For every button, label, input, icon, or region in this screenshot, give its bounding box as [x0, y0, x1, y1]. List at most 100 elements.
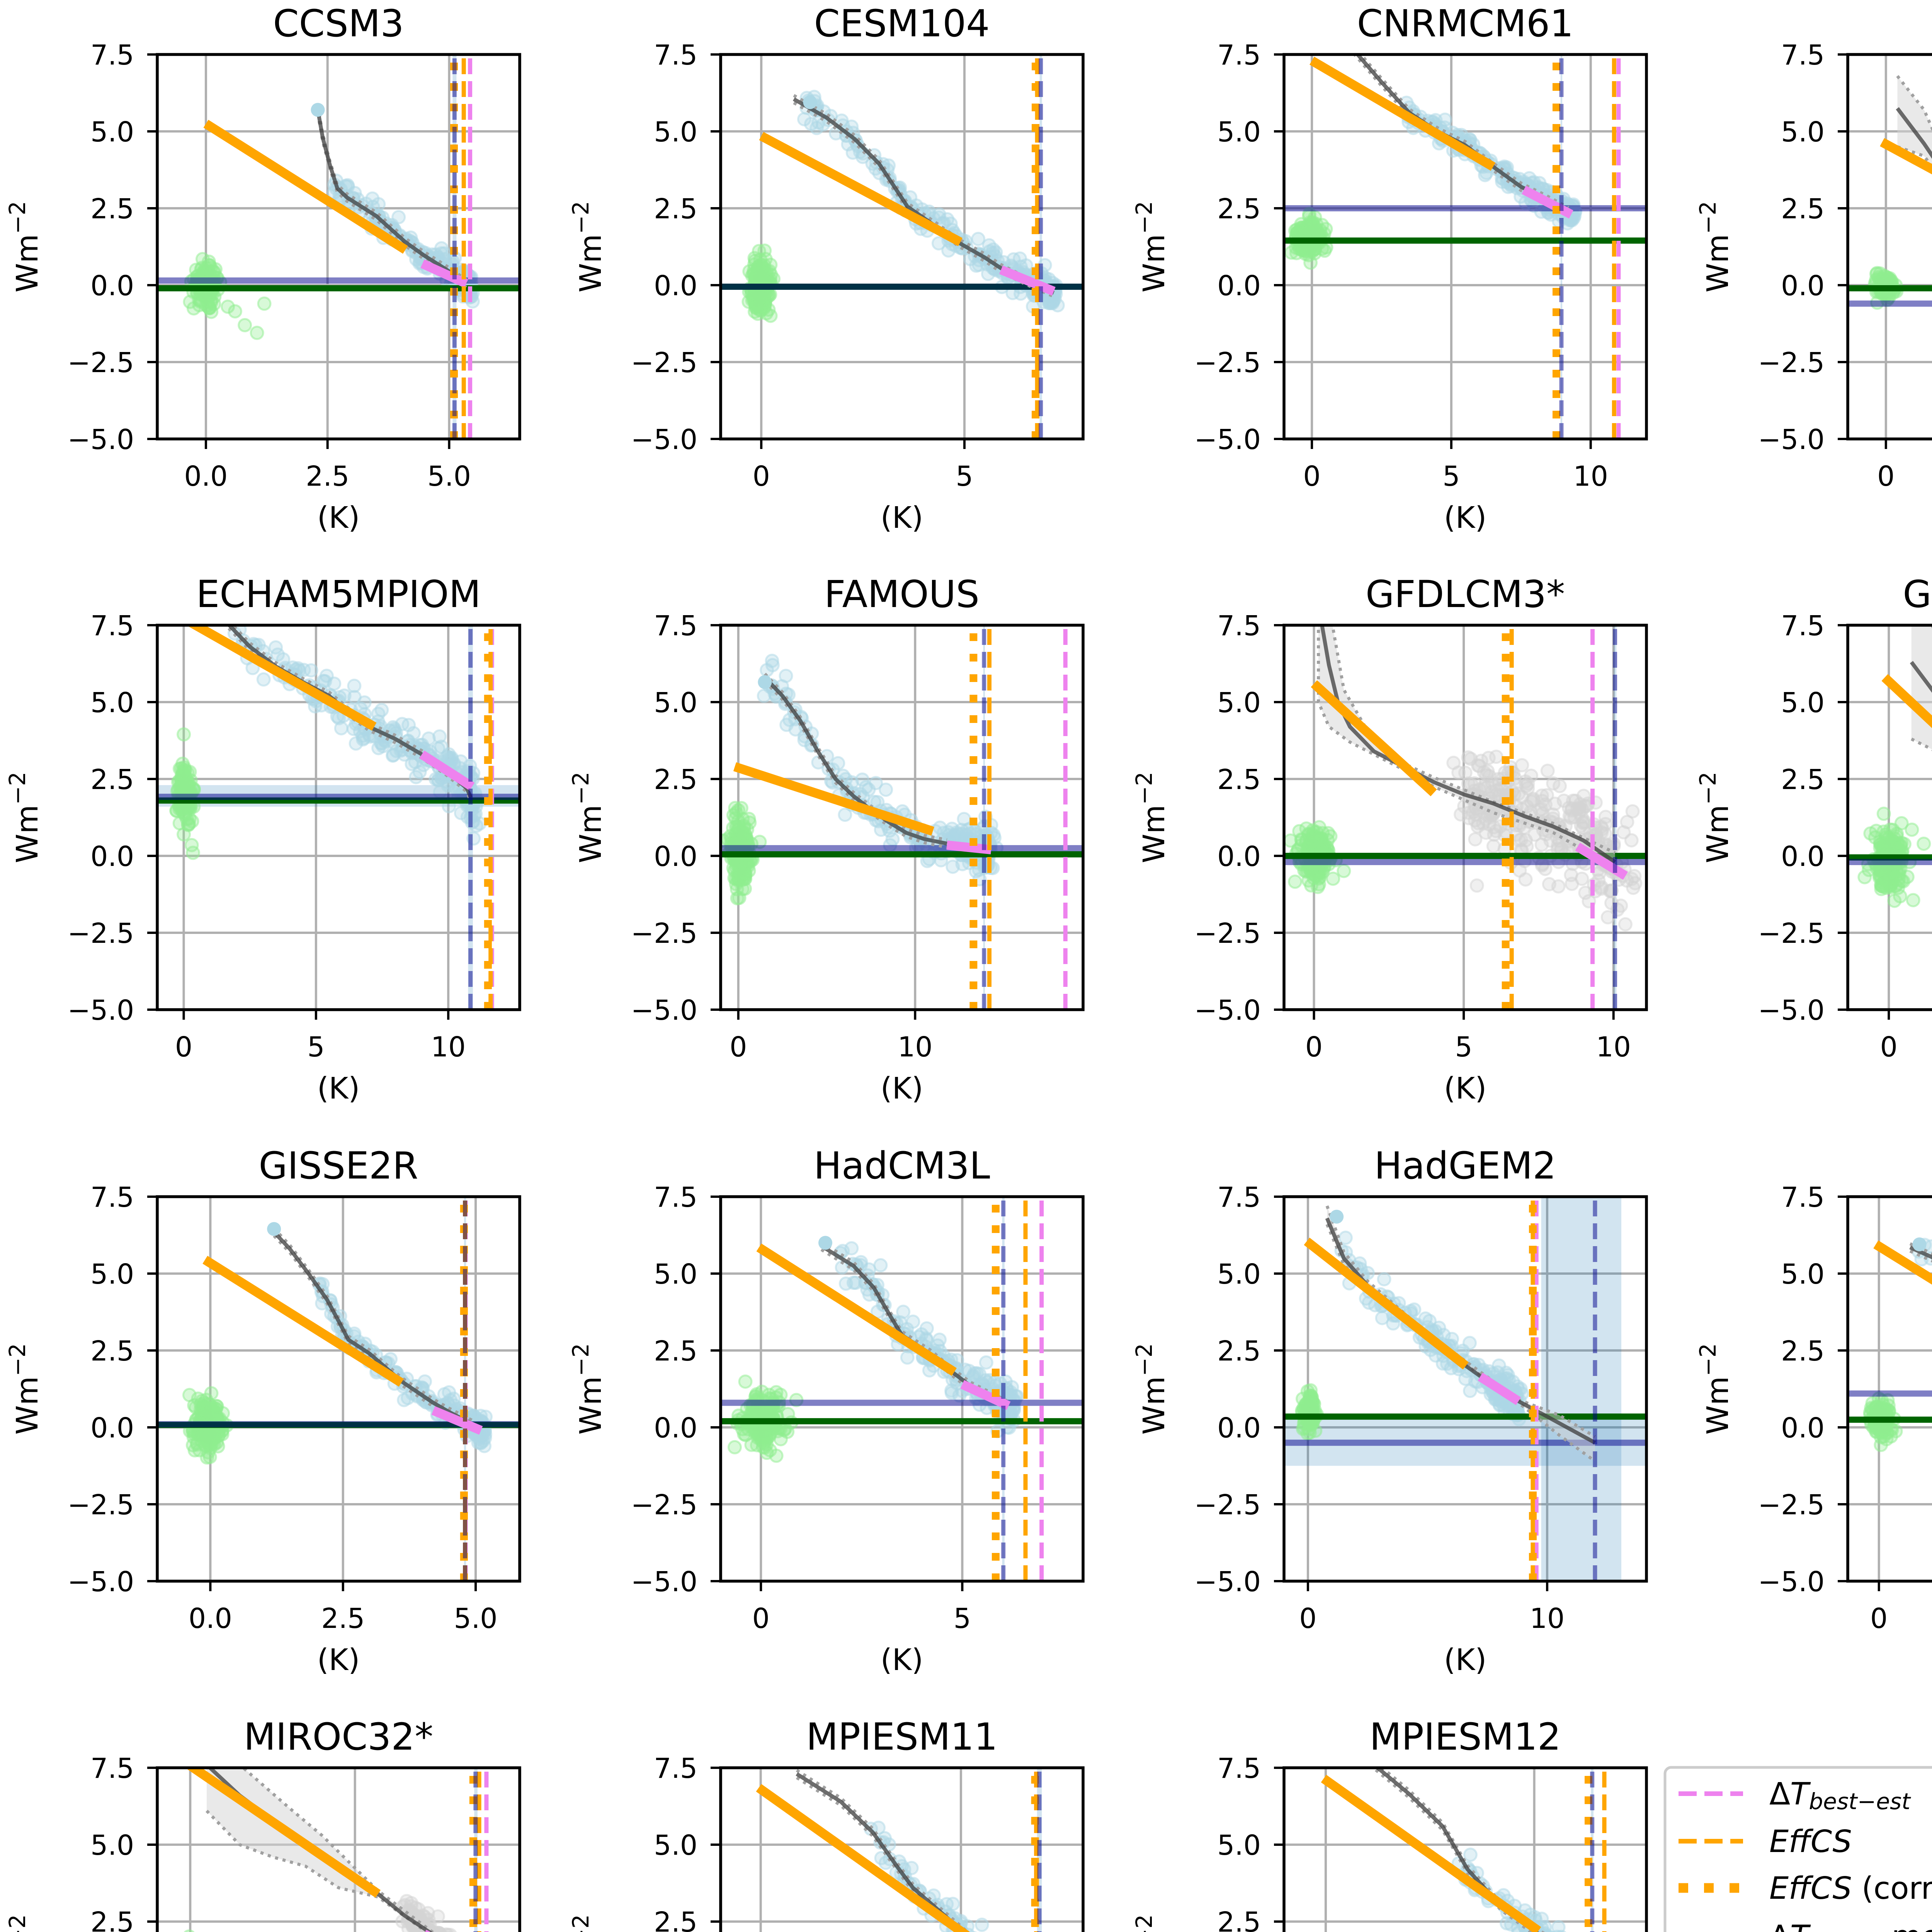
pictrl-point: [201, 265, 215, 279]
y-tick-label: 7.5: [654, 39, 697, 71]
y-tick-label: −2.5: [1194, 347, 1261, 379]
pictrl-point: [198, 1425, 213, 1440]
scaled4x-point: [1539, 788, 1554, 803]
y-axis-label-exponent: −2: [1131, 772, 1157, 805]
x-tick-label: 5: [307, 1031, 325, 1063]
pictrl-point: [1874, 878, 1889, 893]
pictrl-point: [176, 767, 191, 782]
y-tick-label: 0.0: [1781, 270, 1825, 302]
abrupt4x-point: [859, 780, 873, 794]
effcs-fit-line: [203, 119, 408, 254]
y-tick-label: −5.0: [1758, 423, 1825, 456]
x-tick-label: 10: [1573, 460, 1608, 492]
curve-band-upper-edge: [1896, 75, 1932, 132]
y-axis-label: Wm−2: [4, 772, 45, 863]
abrupt4x-point: [1497, 1371, 1511, 1386]
y-tick-label: 5.0: [90, 116, 134, 148]
panel-grid: 0.0 2.5 5.0−5.0−2.50.02.55.07.5CCSM3(K)Wm−…: [4, 2, 1932, 1932]
first-year-point: [267, 1222, 281, 1236]
y-tick-label: 5.0: [1217, 687, 1261, 719]
y-axis-label-unit: Wm: [10, 805, 45, 863]
pictrl-point: [1905, 822, 1919, 837]
y-tick-label: 0.0: [1217, 840, 1261, 872]
scaled4x-point: [1627, 869, 1642, 883]
y-axis-label-exponent: −2: [4, 201, 31, 234]
curve-band-upper-edge: [1325, 1205, 1596, 1438]
plot-area: [1284, 1197, 1646, 1581]
pictrl-point: [1326, 871, 1340, 886]
effcs-fit-line: [1311, 680, 1437, 796]
pictrl-point: [1306, 864, 1321, 878]
x-tick-label: 0: [1303, 460, 1321, 492]
scaled4x-point: [1520, 776, 1535, 791]
y-axis-label-unit: Wm: [1701, 234, 1735, 293]
pictrl-point: [182, 1388, 197, 1402]
abrupt4x-point: [988, 245, 1003, 260]
panel-famous: 0 10 −5.0 −2.5 0.0 2.5 5.0 7.5 FAMOUS (K) Wm−2: [568, 573, 1085, 1106]
effcs-fit-line: [186, 625, 377, 731]
y-axis-label: Wm−2: [1695, 201, 1735, 293]
y-tick-label: 0.0: [1781, 840, 1825, 872]
first-year-point: [818, 1236, 832, 1250]
y-tick-label: −2.5: [68, 1489, 134, 1521]
scaled4x-point: [1461, 805, 1476, 820]
late-fit-line: [960, 1380, 1011, 1410]
x-tick-label: 5.0: [454, 1602, 498, 1634]
late-fit-line: [431, 1406, 483, 1435]
scaled4x-point: [1551, 879, 1566, 894]
scaled4x-point: [1485, 776, 1500, 791]
scaled4x-point: [1527, 827, 1542, 842]
pictrl-point: [755, 293, 770, 307]
pictrl-point: [1887, 893, 1902, 908]
x-tick-label: 0.0: [184, 460, 228, 492]
y-axis-label-unit: Wm: [574, 1376, 608, 1435]
y-axis-label-unit: Wm: [1701, 805, 1735, 863]
y-tick-label: −5.0: [631, 423, 697, 456]
first-year-point: [311, 103, 325, 117]
x-axis-label: (K): [881, 1071, 923, 1106]
x-tick-label: 5: [954, 1602, 971, 1634]
y-tick-label: −5.0: [68, 1566, 134, 1598]
abrupt4x-point: [932, 210, 946, 225]
scaled4x-point: [1565, 876, 1579, 891]
pictrl-point: [1305, 833, 1320, 848]
axes-frame: [156, 53, 521, 440]
y-axis-label-exponent: −2: [1131, 1343, 1157, 1376]
curve-band-upper-edge: [820, 1241, 1007, 1402]
plot-area: [157, 1197, 520, 1581]
x-axis-label: (K): [1444, 1071, 1487, 1106]
y-tick-label: 0.0: [654, 270, 697, 302]
curve-band-lower-edge: [1325, 1224, 1596, 1463]
abrupt4x-point: [779, 668, 793, 683]
late-fit-line: [1478, 1372, 1521, 1405]
extrap-uncertainty-band-x: [1541, 1197, 1621, 1581]
y-tick-label: 0.0: [1217, 270, 1261, 302]
panel-echam5mpiom: 0 5 10 −5.0 −2.5 0.0 2.5 5.0 7.5 ECHAM5MPIOM (K) Wm…: [4, 573, 521, 1106]
y-axis-label-unit: Wm: [1137, 234, 1172, 293]
plot-area: [1848, 54, 1932, 439]
curve-band-upper-edge: [1331, 625, 1616, 854]
y-tick-label: 5.0: [90, 687, 134, 719]
x-tick-label: 0: [1299, 1602, 1316, 1634]
x-tick-label: 5: [956, 460, 973, 492]
y-tick-label: −2.5: [631, 347, 697, 379]
abrupt4x-point: [332, 711, 346, 726]
axes-frame: [156, 624, 521, 1011]
x-tick-label: 5: [1455, 1031, 1473, 1063]
abrupt4x-point: [371, 197, 386, 211]
axes-frame: [719, 53, 1085, 440]
pictrl-point: [204, 304, 219, 319]
x-axis-label: (K): [1444, 1643, 1487, 1677]
panel-title: CNRMCM61: [1357, 2, 1573, 45]
axes-frame: [719, 624, 1085, 1011]
y-tick-label: 7.5: [90, 1181, 134, 1213]
plot-area: [1284, 625, 1646, 1010]
abrupt4x-point: [943, 216, 958, 231]
y-tick-label: 7.5: [654, 1181, 697, 1213]
y-tick-label: −2.5: [1758, 917, 1825, 949]
y-axis-label-exponent: −2: [568, 772, 594, 805]
x-tick-label: 0: [1880, 1031, 1898, 1063]
plot-area: [721, 54, 1083, 439]
